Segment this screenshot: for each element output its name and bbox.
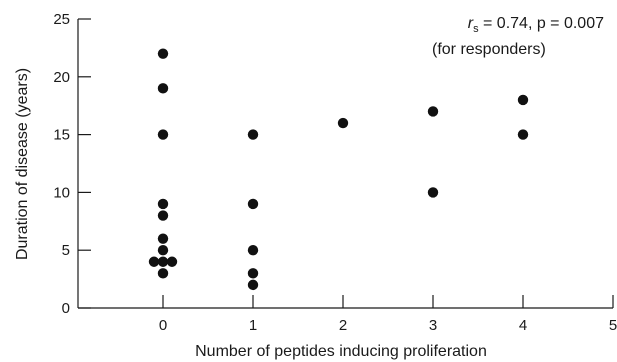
x-tick-label: 3 — [429, 317, 437, 334]
data-point — [157, 129, 169, 140]
data-point — [157, 83, 169, 94]
data-point — [427, 187, 439, 198]
data-point — [337, 117, 349, 129]
data-point — [247, 245, 259, 256]
data-point — [247, 268, 259, 279]
x-tick-label: 0 — [159, 317, 167, 334]
data-point — [157, 198, 169, 210]
data-points — [148, 48, 529, 291]
x-axis-ticks: 0 1 2 3 4 5 — [159, 295, 617, 334]
y-tick-label: 5 — [62, 242, 70, 259]
data-point — [517, 129, 529, 140]
data-point — [157, 256, 169, 267]
data-point — [157, 48, 169, 59]
data-point — [157, 245, 169, 256]
x-axis-title: Number of peptides inducing proliferatio… — [195, 343, 487, 360]
x-tick-label: 5 — [609, 317, 617, 334]
annotation-subscript: s — [473, 23, 479, 35]
y-axis-title: Duration of disease (years) — [14, 68, 31, 260]
data-point — [517, 94, 529, 106]
data-point — [427, 106, 439, 117]
y-tick-label: 25 — [53, 11, 70, 28]
annotation-stat-text: = 0.74, p = 0.007 — [479, 15, 605, 32]
data-point — [247, 129, 259, 140]
x-tick-label: 2 — [339, 317, 347, 334]
data-point — [148, 256, 160, 267]
y-tick-label: 10 — [53, 184, 70, 201]
y-tick-label: 0 — [62, 300, 70, 317]
x-tick-label: 1 — [249, 317, 257, 334]
data-point — [166, 256, 178, 267]
y-axis-ticks: 0 5 10 15 20 25 — [53, 11, 91, 317]
data-point — [157, 233, 169, 244]
x-tick-label: 4 — [519, 317, 527, 334]
correlation-annotation: rs = 0.74, p = 0.007 — [468, 15, 604, 35]
data-point — [247, 279, 259, 291]
y-tick-label: 20 — [53, 69, 70, 86]
data-point — [247, 198, 259, 210]
y-tick-label: 15 — [53, 127, 70, 144]
annotation-line2: (for responders) — [432, 41, 546, 58]
data-point — [157, 268, 169, 279]
data-point — [157, 210, 169, 221]
annotation-symbol: r — [468, 15, 474, 32]
